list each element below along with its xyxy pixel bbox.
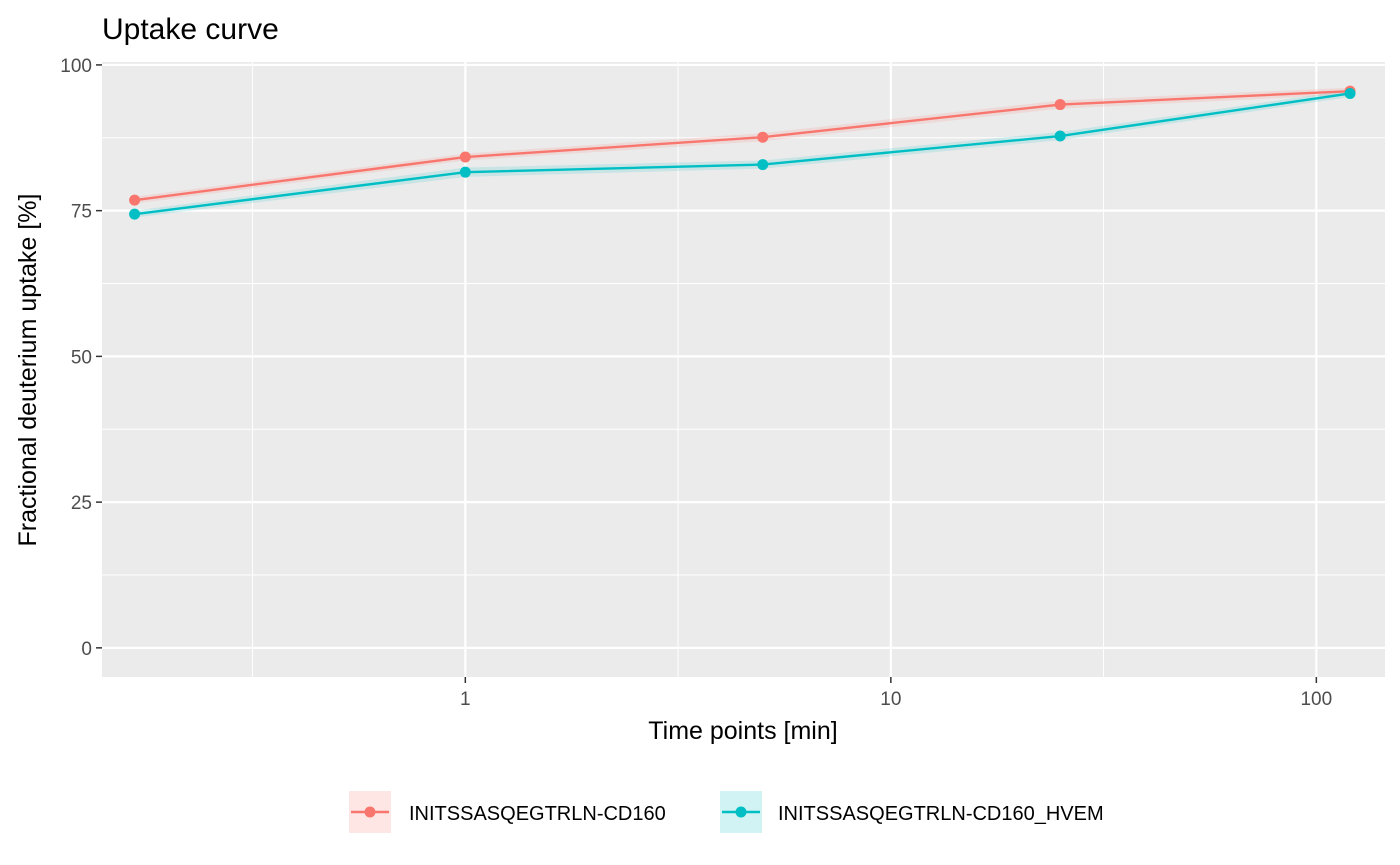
x-tick-label: 10 bbox=[880, 689, 901, 710]
legend-key-point bbox=[735, 806, 747, 818]
y-tick-label: 100 bbox=[60, 56, 92, 77]
y-axis-ticks: 0 25 50 75 100 bbox=[60, 56, 102, 660]
x-tick-label: 100 bbox=[1300, 689, 1332, 710]
data-point bbox=[129, 194, 141, 206]
grid-lines bbox=[102, 62, 1385, 677]
legend-label: INITSSASQEGTRLN-CD160_HVEM bbox=[778, 803, 1104, 825]
data-point bbox=[757, 131, 769, 143]
data-point bbox=[1054, 99, 1066, 111]
y-axis-label: Fractional deuterium uptake [%] bbox=[14, 194, 42, 547]
error-ribbons bbox=[134, 87, 1351, 218]
data-points bbox=[129, 85, 1356, 220]
legend-key-point bbox=[364, 806, 376, 818]
data-point bbox=[757, 159, 769, 171]
y-tick-label: 25 bbox=[71, 493, 92, 514]
data-point bbox=[459, 151, 471, 163]
y-tick-label: 75 bbox=[71, 202, 92, 223]
data-point bbox=[1344, 87, 1356, 99]
chart-title: Uptake curve bbox=[102, 13, 279, 46]
x-axis-label: Time points [min] bbox=[648, 717, 837, 745]
legend: INITSSASQEGTRLN-CD160 INITSSASQEGTRLN-CD1… bbox=[349, 791, 1104, 833]
plot-panel bbox=[102, 62, 1385, 677]
x-axis-ticks: 1 10 100 bbox=[460, 677, 1332, 710]
data-point bbox=[459, 166, 471, 178]
y-tick-label: 0 bbox=[81, 639, 92, 660]
legend-label: INITSSASQEGTRLN-CD160 bbox=[409, 803, 666, 825]
data-point bbox=[1054, 130, 1066, 142]
data-point bbox=[129, 208, 141, 220]
x-tick-label: 1 bbox=[460, 689, 471, 710]
y-tick-label: 50 bbox=[71, 347, 92, 368]
series-ribbon bbox=[134, 87, 1351, 204]
